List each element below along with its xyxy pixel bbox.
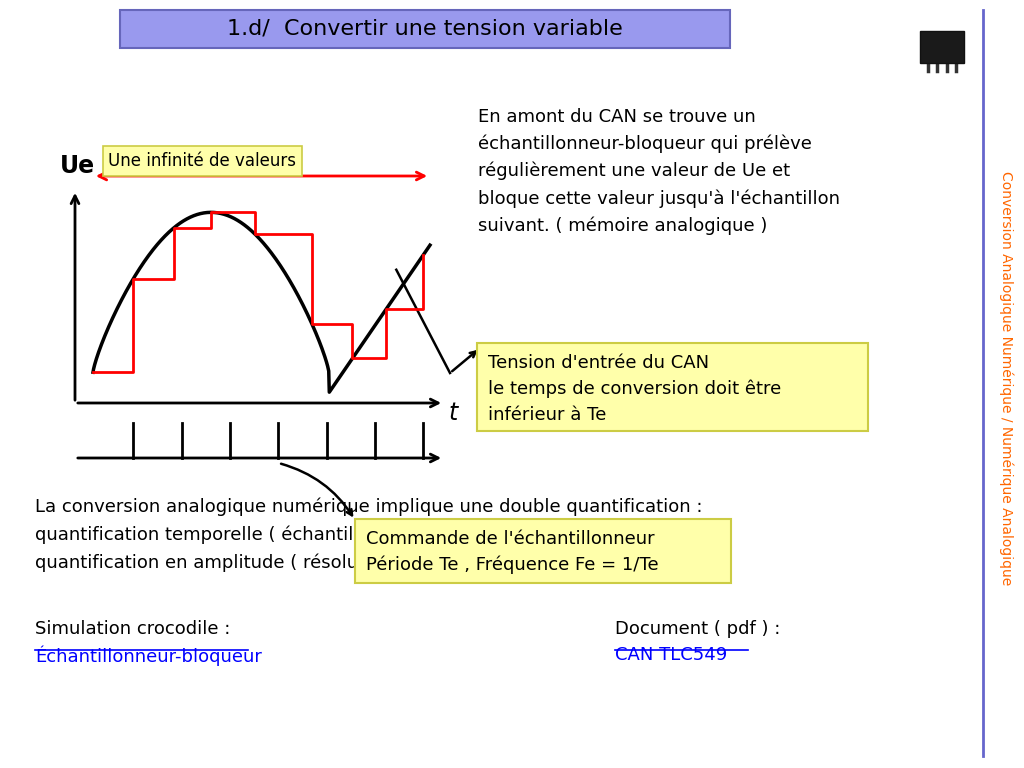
Text: CAN TLC549: CAN TLC549 bbox=[615, 646, 727, 664]
FancyBboxPatch shape bbox=[120, 10, 730, 48]
FancyBboxPatch shape bbox=[355, 519, 731, 583]
Text: t: t bbox=[449, 401, 458, 425]
FancyBboxPatch shape bbox=[477, 343, 868, 431]
Text: Document ( pdf ) :: Document ( pdf ) : bbox=[615, 620, 780, 638]
Text: Simulation crocodile :: Simulation crocodile : bbox=[35, 620, 230, 638]
Text: Une infinité de valeurs: Une infinité de valeurs bbox=[109, 152, 297, 170]
Text: Commande de l'échantillonneur
Période Te , Fréquence Fe = 1/Te: Commande de l'échantillonneur Période Te… bbox=[366, 530, 658, 574]
Text: Tension d'entrée du CAN
le temps de conversion doit être
inférieur à Te: Tension d'entrée du CAN le temps de conv… bbox=[488, 354, 781, 424]
Text: Échantillonneur-bloqueur: Échantillonneur-bloqueur bbox=[35, 646, 262, 667]
Text: En amont du CAN se trouve un
échantillonneur-bloqueur qui prélève
régulièrement : En amont du CAN se trouve un échantillon… bbox=[478, 108, 840, 235]
FancyBboxPatch shape bbox=[103, 146, 302, 176]
Text: Ue: Ue bbox=[60, 154, 95, 178]
FancyBboxPatch shape bbox=[920, 31, 964, 63]
Text: La conversion analogique numérique implique une double quantification :
quantifi: La conversion analogique numérique impli… bbox=[35, 498, 702, 572]
Text: 1.d/  Convertir une tension variable: 1.d/ Convertir une tension variable bbox=[227, 19, 623, 39]
Text: Conversion Analogique Numérique / Numérique Analogique: Conversion Analogique Numérique / Numéri… bbox=[998, 170, 1014, 585]
